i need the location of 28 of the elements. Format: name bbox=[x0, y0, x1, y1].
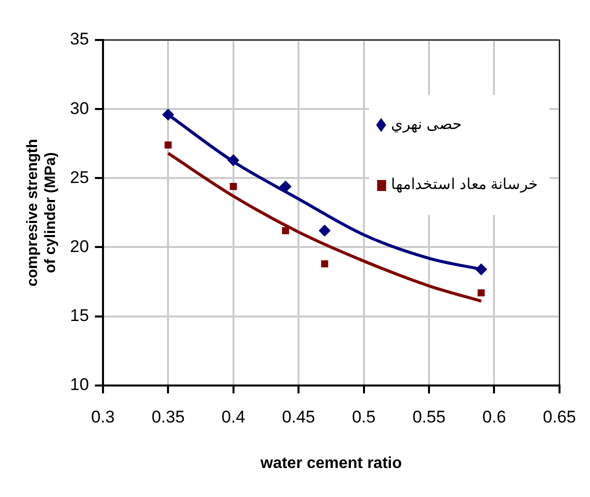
y-tick-label: 35 bbox=[70, 30, 89, 49]
point bbox=[162, 108, 174, 121]
y-tick-label: 25 bbox=[70, 168, 89, 187]
point bbox=[282, 227, 290, 234]
point bbox=[227, 154, 240, 166]
x-tick-label: 0.5 bbox=[352, 407, 376, 426]
y-tick-label: 10 bbox=[70, 375, 89, 394]
point bbox=[478, 289, 485, 296]
legend-label: خرسانة معاد استخدامها bbox=[391, 176, 538, 194]
x-tick-label: 0.55 bbox=[412, 407, 446, 426]
point bbox=[230, 182, 237, 190]
x-tick-label: 0.4 bbox=[222, 407, 246, 426]
y-axis-title: compresive strength of cylinder (MPa) bbox=[24, 138, 60, 286]
point bbox=[475, 263, 488, 276]
y-tick-label: 15 bbox=[70, 306, 89, 326]
point bbox=[321, 260, 328, 268]
x-tick-label: 0.6 bbox=[482, 407, 506, 426]
point bbox=[164, 141, 172, 149]
point bbox=[318, 224, 331, 237]
y-tick-label: 20 bbox=[70, 236, 89, 256]
point bbox=[280, 180, 292, 192]
x-tick-label: 0.45 bbox=[282, 407, 316, 426]
legend-label: حصى نهري bbox=[391, 116, 462, 134]
x-axis-title: water cement ratio bbox=[259, 454, 402, 472]
x-tick-label: 0.35 bbox=[152, 407, 185, 426]
x-tick-label: 0.65 bbox=[542, 407, 576, 426]
y-tick-label: 30 bbox=[70, 98, 89, 118]
x-tick-label: 0.3 bbox=[91, 407, 115, 426]
